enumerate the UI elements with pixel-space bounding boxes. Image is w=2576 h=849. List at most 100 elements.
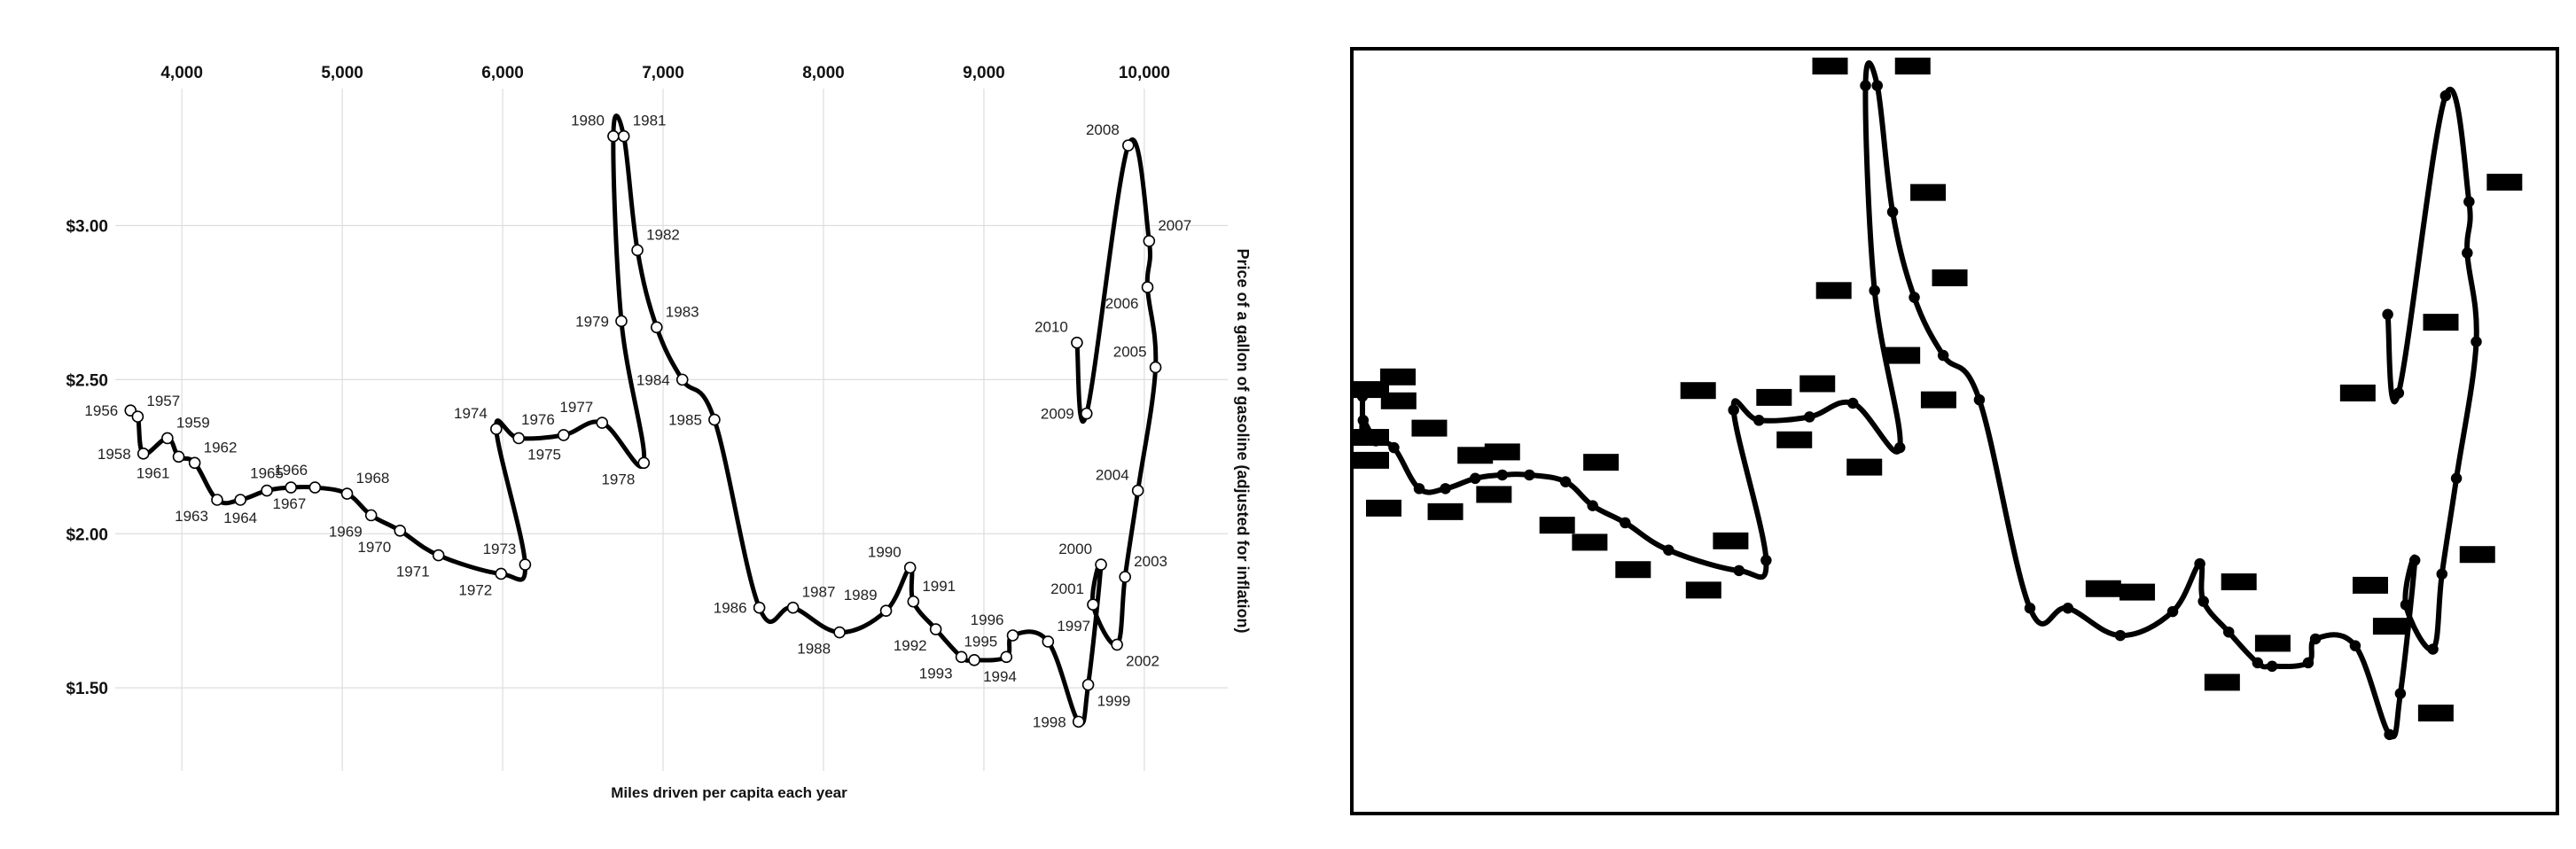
point-label: 1994: [983, 668, 1017, 685]
data-point: [708, 413, 721, 426]
redacted-data-point: [1886, 206, 1899, 218]
redaction-box: [1815, 282, 1852, 300]
data-point: [1131, 484, 1144, 497]
redaction-box: [1457, 447, 1494, 464]
point-label: 2007: [1158, 217, 1191, 234]
x-tick-label: 6,000: [481, 64, 524, 82]
point-label: 1998: [1033, 713, 1066, 730]
left-chart: 4,000 5,000 6,000 7,000 8,000 9,000 10,000 $1.…: [66, 64, 1252, 801]
point-label: 2001: [1050, 580, 1084, 597]
point-label: 1959: [176, 414, 210, 431]
redacted-data-point: [1440, 483, 1451, 495]
redaction-box: [1920, 391, 1956, 409]
redaction-box: [1484, 443, 1520, 461]
redacted-data-point: [2450, 472, 2463, 485]
redacted-data-point: [1804, 411, 1815, 423]
data-point: [617, 129, 630, 143]
x-axis-title: Miles driven per capita each year: [611, 784, 847, 801]
point-label: 1991: [922, 578, 956, 595]
point-labels: 1956 1957 1958 1959 1961 1962 1963 1964 19651966…: [84, 113, 1191, 731]
data-point: [261, 484, 273, 497]
redacted-data-point: [2252, 657, 2264, 669]
redacted-data-point: [2427, 643, 2439, 655]
data-point: [137, 448, 150, 460]
redacted-data-point: [1733, 565, 1745, 577]
redaction-box: [2204, 674, 2240, 691]
point-label: 1974: [454, 405, 488, 422]
point-label: 1967: [273, 495, 307, 512]
data-point: [364, 509, 378, 522]
data-point: [903, 561, 917, 574]
point-label: 2009: [1041, 406, 1074, 423]
data-point: [308, 481, 322, 494]
data-point: [1095, 558, 1107, 571]
redaction-box: [2353, 576, 2388, 594]
redaction-box: [1812, 58, 1848, 75]
point-label: 1962: [204, 439, 238, 456]
data-point: [929, 623, 942, 635]
data-point: [637, 456, 651, 470]
point-label: 1961: [137, 464, 170, 481]
data-point: [1081, 678, 1095, 691]
point-label: 2004: [1096, 467, 1129, 484]
redaction-box: [1680, 382, 1716, 400]
redacted-data-point: [1909, 292, 1920, 303]
data-point: [833, 626, 846, 639]
data-point: [631, 244, 644, 257]
point-label: 1984: [636, 371, 670, 388]
point-label: 2005: [1113, 343, 1147, 360]
point-label: 1977: [559, 399, 593, 416]
redacted-data-point: [1728, 404, 1739, 416]
y-tick-labels: $1.50 $2.00 $2.50 $3.00: [66, 218, 108, 699]
point-label: 1979: [575, 313, 609, 330]
point-label: 1986: [714, 600, 747, 617]
redacted-data-point: [2024, 603, 2036, 614]
point-label: 1995: [964, 633, 997, 650]
redacted-data-point: [1587, 500, 1598, 511]
point-label: 1982: [646, 226, 680, 243]
redaction-box: [2423, 314, 2459, 331]
point-label: 1966: [274, 462, 308, 479]
data-point: [188, 456, 201, 470]
redacted-data-point: [1388, 441, 1400, 454]
data-point: [131, 410, 144, 423]
redacted-data-point: [1893, 441, 1906, 454]
point-label: 1968: [356, 470, 390, 487]
point-label: 1989: [844, 587, 878, 604]
point-label: 1983: [666, 303, 699, 320]
point-label: 1992: [894, 637, 927, 654]
data-point: [512, 432, 525, 445]
redaction-box: [1799, 375, 1836, 393]
y-tick-label: $1.50: [66, 680, 108, 698]
redaction-box: [1354, 451, 1389, 469]
x-tick-label: 7,000: [642, 64, 684, 82]
redaction-box: [2486, 174, 2523, 191]
data-point: [1072, 715, 1085, 728]
redaction-box: [1776, 431, 1813, 448]
redacted-data-point: [1973, 393, 1986, 406]
redacted-data-point: [2393, 387, 2405, 399]
point-label: 1964: [223, 510, 257, 526]
x-tick-label: 10,000: [1119, 64, 1170, 82]
redaction-box: [1932, 269, 1968, 287]
data-point: [211, 494, 223, 506]
redacted-data-point: [2436, 568, 2448, 580]
redaction-box: [2372, 618, 2408, 635]
series-line: [128, 113, 1159, 726]
redaction-box: [1380, 368, 1416, 386]
redacted-data-point: [2309, 633, 2322, 645]
point-label: 1996: [971, 611, 1004, 628]
redaction-box: [1539, 517, 1575, 534]
point-label: 1980: [571, 113, 605, 129]
data-point: [1122, 139, 1135, 152]
redacted-data-point: [2439, 90, 2452, 102]
grid: [115, 89, 1228, 771]
data-point: [879, 604, 893, 617]
data-point: [234, 494, 246, 506]
redacted-data-point: [1357, 415, 1370, 426]
redacted-data-point: [1524, 469, 1535, 481]
data-point: [1141, 281, 1154, 293]
data-point: [753, 601, 766, 614]
point-label: 1985: [668, 412, 702, 429]
